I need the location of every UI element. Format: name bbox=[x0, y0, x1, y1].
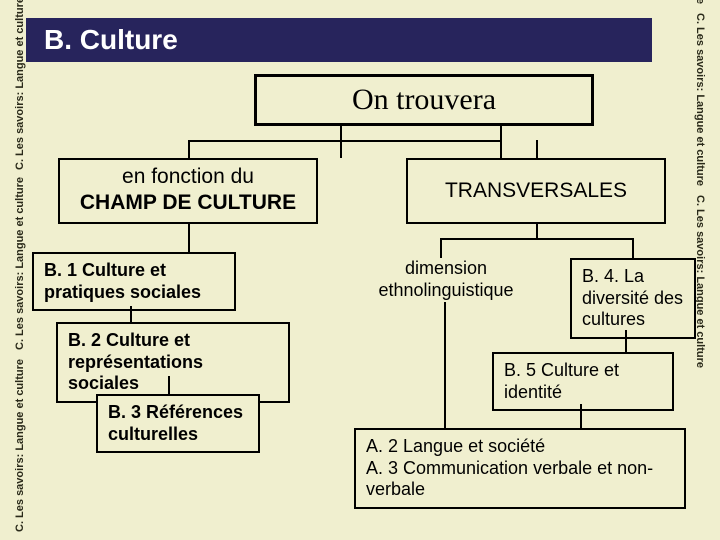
slide-title: B. Culture bbox=[26, 18, 652, 62]
right-column-heading: TRANSVERSALES bbox=[406, 158, 666, 224]
a3-text: A. 3 Communication verbale et non-verbal… bbox=[366, 458, 653, 500]
margin-label: C. Les savoirs: Langue et culture bbox=[14, 359, 26, 532]
connector bbox=[188, 140, 190, 158]
connector bbox=[444, 302, 446, 428]
box-b3: B. 3 Références culturelles bbox=[96, 394, 260, 453]
heading-on-trouvera: On trouvera bbox=[254, 74, 594, 126]
connector bbox=[500, 126, 502, 158]
margin-label: C. Les savoirs: Langue et culture bbox=[14, 177, 26, 350]
left-col-line1: en fonction du bbox=[122, 165, 254, 188]
a2-text: A. 2 Langue et société bbox=[366, 436, 545, 456]
connector bbox=[536, 140, 538, 158]
left-col-line2: CHAMP DE CULTURE bbox=[80, 191, 296, 214]
margin-label: C. Les savoirs: Langue et culture bbox=[694, 13, 706, 186]
connector bbox=[440, 238, 442, 258]
margin-label: C. Les savoirs: Langue et culture bbox=[694, 0, 706, 4]
connector bbox=[440, 238, 634, 240]
connector bbox=[188, 140, 502, 142]
connector bbox=[188, 224, 190, 252]
box-b5: B. 5 Culture et identité bbox=[492, 352, 674, 411]
connector bbox=[632, 238, 634, 258]
connector bbox=[168, 376, 170, 394]
connector bbox=[536, 224, 538, 238]
connector bbox=[625, 330, 627, 352]
connector bbox=[130, 306, 132, 322]
margin-label: C. Les savoirs: Langue et culture bbox=[14, 0, 26, 170]
right-col-line: TRANSVERSALES bbox=[445, 179, 627, 202]
box-ethno: dimension ethnolinguistique bbox=[364, 258, 528, 301]
left-column-heading: en fonction du CHAMP DE CULTURE bbox=[58, 158, 318, 224]
connector bbox=[580, 404, 582, 428]
box-a2-a3: A. 2 Langue et société A. 3 Communicatio… bbox=[354, 428, 686, 509]
box-b4: B. 4. La diversité des cultures bbox=[570, 258, 696, 339]
connector bbox=[340, 126, 342, 158]
box-b2: B. 2 Culture et représentations sociales bbox=[56, 322, 290, 403]
box-b1: B. 1 Culture et pratiques sociales bbox=[32, 252, 236, 311]
